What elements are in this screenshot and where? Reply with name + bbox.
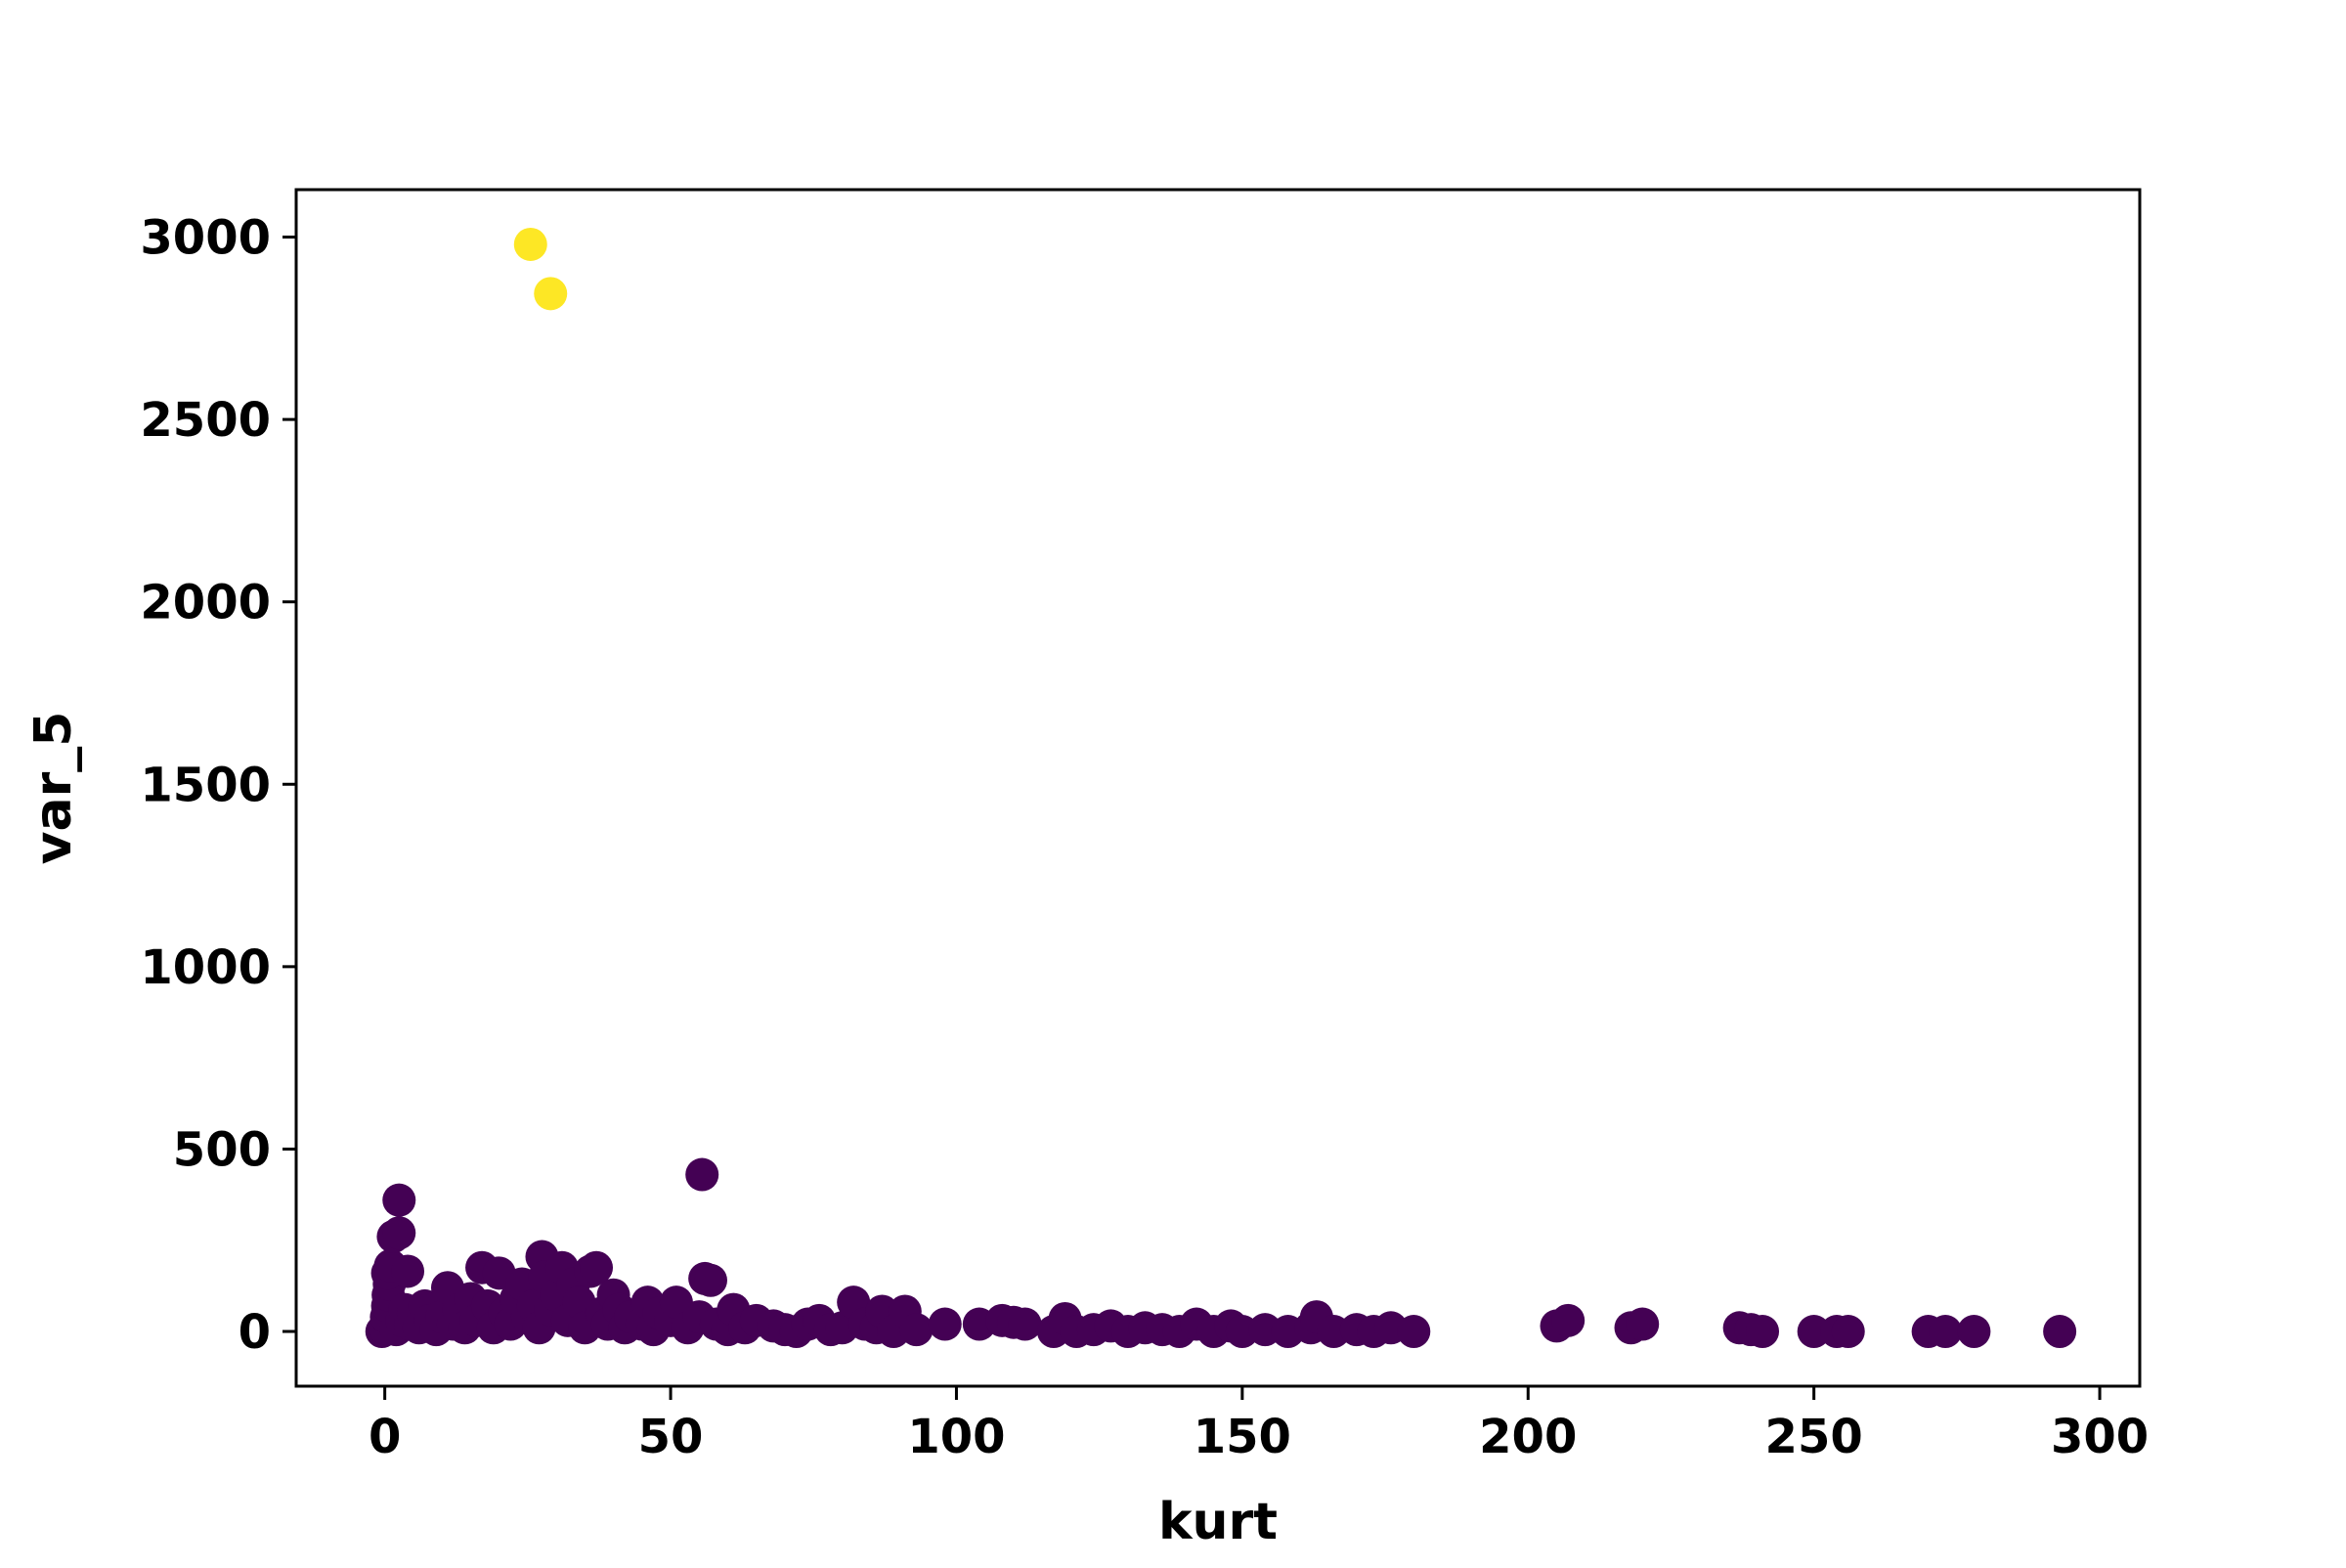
- data-point: [382, 1183, 416, 1217]
- x-tick-label: 50: [638, 1410, 704, 1464]
- y-tick-label: 2000: [140, 576, 271, 631]
- data-point: [513, 227, 547, 261]
- y-tick-label: 0: [239, 1305, 271, 1360]
- data-point: [580, 1250, 614, 1285]
- data-point: [1397, 1315, 1431, 1349]
- data-point: [899, 1313, 934, 1347]
- y-tick-label: 3000: [140, 211, 271, 266]
- data-point: [534, 277, 568, 311]
- y-axis-label: var_5: [24, 712, 83, 865]
- data-point: [928, 1307, 962, 1341]
- x-tick-label: 250: [1765, 1410, 1863, 1464]
- data-point: [1929, 1315, 1963, 1349]
- data-point: [2043, 1315, 2077, 1349]
- data-point: [1626, 1307, 1660, 1341]
- y-tick-label: 500: [173, 1122, 271, 1177]
- x-tick-label: 100: [907, 1410, 1005, 1464]
- data-point: [382, 1216, 416, 1250]
- data-point: [1797, 1315, 1831, 1349]
- plot-frame: [294, 188, 2142, 1388]
- y-tick-label: 1000: [140, 940, 271, 995]
- x-tick-label: 0: [369, 1410, 401, 1464]
- data-points: [365, 227, 2077, 1349]
- data-point: [693, 1263, 727, 1297]
- data-point: [1831, 1315, 1865, 1349]
- data-point: [1551, 1303, 1586, 1337]
- x-axis-label: kurt: [1158, 1493, 1278, 1551]
- y-tick-label: 2500: [140, 393, 271, 448]
- data-point: [1746, 1315, 1780, 1349]
- x-axis-ticks: 0 50 100 150 200 250 300: [369, 1386, 2149, 1464]
- data-point: [685, 1157, 719, 1192]
- x-tick-label: 150: [1194, 1410, 1291, 1464]
- data-point: [391, 1254, 425, 1288]
- data-point: [1957, 1315, 1991, 1349]
- x-tick-label: 300: [2051, 1410, 2149, 1464]
- data-point: [1008, 1307, 1042, 1341]
- y-axis-ticks: 0 500 1000 1500 2000 2500 3000: [140, 211, 296, 1360]
- x-tick-label: 200: [1479, 1410, 1577, 1464]
- y-tick-label: 1500: [140, 758, 271, 812]
